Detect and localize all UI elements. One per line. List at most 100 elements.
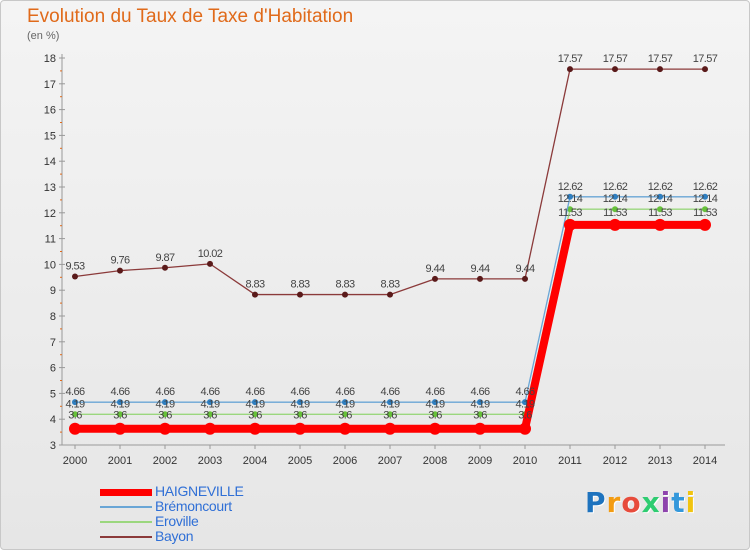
data-label: 9.76 — [110, 255, 129, 267]
data-point — [69, 422, 81, 435]
data-label: 9.87 — [155, 252, 174, 264]
data-label: 12.14 — [603, 193, 628, 205]
data-point — [297, 399, 303, 406]
data-point — [474, 422, 486, 435]
data-point — [204, 422, 216, 435]
data-label: 4.66 — [245, 386, 264, 398]
data-label: 4.66 — [155, 386, 174, 398]
data-label: 9.44 — [425, 263, 444, 275]
x-tick-label: 2001 — [108, 455, 132, 467]
series-line-eroville — [74, 208, 706, 415]
legend-swatch — [100, 536, 152, 538]
data-point — [339, 422, 351, 435]
data-label: 3.6 — [428, 409, 442, 421]
data-label: 11.53 — [558, 207, 582, 219]
data-label: 9.44 — [515, 263, 534, 275]
data-point — [207, 399, 213, 406]
x-tick-label: 2014 — [693, 455, 717, 467]
legend-swatch — [100, 489, 152, 496]
data-point — [432, 275, 438, 282]
data-label: 12.14 — [648, 193, 673, 205]
data-label: 4.66 — [380, 386, 399, 398]
data-point — [477, 411, 483, 418]
legend-label: HAIGNEVILLE — [155, 483, 244, 499]
data-label: 3.6 — [158, 409, 172, 421]
data-point — [519, 422, 531, 435]
data-label: 4.19 — [380, 398, 399, 410]
data-point — [342, 291, 348, 298]
legend-label: Bayon — [155, 528, 194, 544]
y-tick-label: 7 — [50, 337, 56, 349]
data-label: 4.66 — [65, 386, 84, 398]
data-point — [342, 411, 348, 418]
data-point — [162, 264, 168, 271]
data-label: 4.19 — [245, 398, 264, 410]
data-point — [72, 399, 78, 406]
y-tick-label: 12 — [44, 208, 56, 220]
data-label: 9.53 — [65, 261, 84, 273]
data-point — [297, 291, 303, 298]
x-tick-label: 2003 — [198, 455, 222, 467]
data-point — [249, 422, 261, 435]
data-point — [387, 291, 393, 298]
y-tick-label: 18 — [44, 53, 56, 65]
data-point — [252, 411, 258, 418]
data-label: 3.6 — [338, 409, 352, 421]
data-label: 4.19 — [470, 398, 489, 410]
data-point — [162, 399, 168, 406]
y-tick-label: 5 — [50, 388, 56, 400]
data-point — [387, 399, 393, 406]
x-tick-label: 2009 — [468, 455, 492, 467]
data-point — [342, 399, 348, 406]
x-tick-label: 2010 — [513, 455, 537, 467]
data-label: 4.19 — [200, 398, 219, 410]
y-tick-label: 8 — [50, 311, 56, 323]
data-point — [567, 206, 573, 213]
data-point — [522, 275, 528, 282]
legend-label: Brémoncourt — [155, 498, 232, 514]
data-label: 17.57 — [558, 53, 583, 65]
data-label: 12.14 — [693, 193, 718, 205]
x-tick-label: 2011 — [558, 455, 582, 467]
y-tick-label: 4 — [50, 414, 56, 426]
chart-title: Evolution du Taux de Taxe d'Habitation — [27, 6, 354, 27]
data-label: 11.53 — [648, 207, 672, 219]
y-axis-unit-label: (en %) — [27, 30, 60, 42]
data-point — [294, 422, 306, 435]
data-point — [702, 66, 708, 73]
data-point — [564, 218, 576, 231]
data-point — [207, 260, 213, 267]
y-tick-label: 15 — [44, 130, 56, 142]
x-tick-label: 2012 — [603, 455, 627, 467]
data-label: 12.62 — [648, 181, 673, 193]
y-tick-label: 10 — [44, 259, 56, 271]
data-label: 4.19 — [65, 398, 84, 410]
data-point — [477, 275, 483, 282]
data-label: 3.6 — [113, 409, 127, 421]
data-point — [567, 66, 573, 73]
data-point — [387, 411, 393, 418]
data-point — [162, 411, 168, 418]
y-tick-label: 16 — [44, 105, 56, 117]
data-point — [429, 422, 441, 435]
data-label: 11.53 — [693, 207, 717, 219]
data-label: 3.6 — [473, 409, 487, 421]
data-label: 4.19 — [290, 398, 309, 410]
x-tick-label: 2013 — [648, 455, 672, 467]
data-point — [657, 206, 663, 213]
data-point — [207, 411, 213, 418]
data-label: 12.62 — [603, 181, 628, 193]
data-point — [72, 273, 78, 280]
x-tick-label: 2000 — [63, 455, 87, 467]
data-label: 4.19 — [515, 398, 534, 410]
y-tick-label: 11 — [45, 234, 56, 246]
data-point — [432, 399, 438, 406]
data-label: 3.6 — [203, 409, 217, 421]
data-point — [702, 206, 708, 213]
data-point — [567, 193, 573, 200]
x-tick-label: 2008 — [423, 455, 447, 467]
data-label: 3.6 — [293, 409, 307, 421]
x-tick-label: 2002 — [153, 455, 177, 467]
data-label: 4.66 — [290, 386, 309, 398]
data-point — [609, 218, 621, 231]
